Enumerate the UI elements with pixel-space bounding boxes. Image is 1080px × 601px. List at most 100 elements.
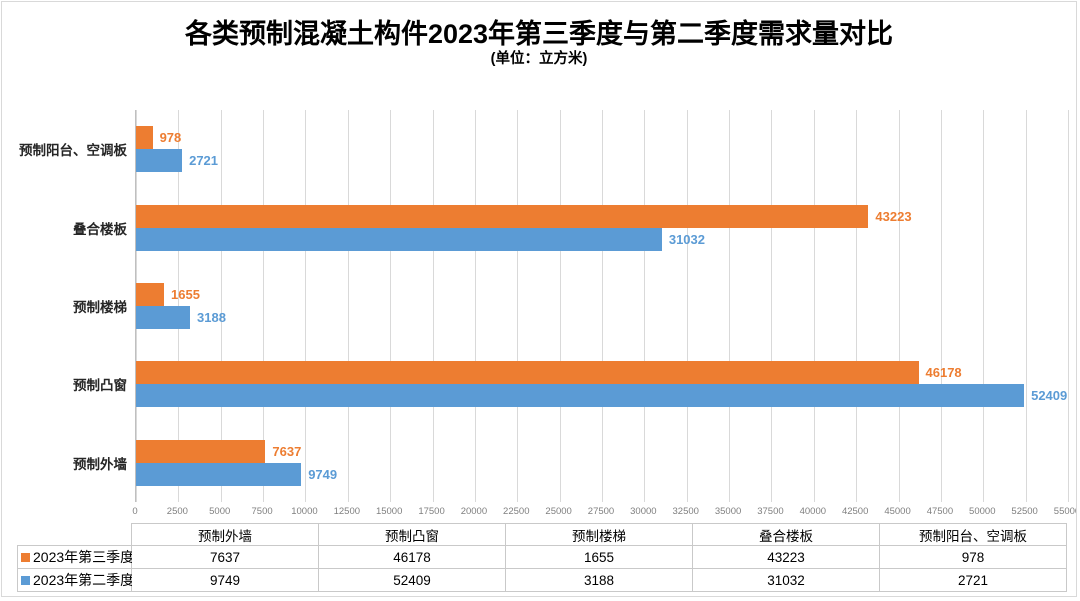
x-tick-label: 27500 — [587, 506, 615, 517]
series-name-text: 2023年第二季度 — [33, 572, 135, 588]
bar — [136, 227, 662, 251]
x-tick-label: 52500 — [1011, 506, 1038, 517]
table-value-cell: 43223 — [693, 546, 880, 569]
gridline — [771, 110, 773, 502]
table-header-cell: 预制楼梯 — [506, 523, 693, 546]
table-value-cell: 52409 — [319, 569, 506, 592]
bar-row: 31032 — [136, 227, 1068, 251]
x-tick-label: 47500 — [926, 506, 954, 517]
gridline — [1068, 110, 1069, 502]
legend-key-swatch — [21, 575, 30, 585]
bar-value-label: 43223 — [875, 208, 912, 224]
category-band: 1655 3188 — [136, 267, 1068, 345]
table-value-cell: 9749 — [132, 569, 319, 592]
x-tick-label: 42500 — [841, 506, 869, 517]
bar-value-label: 9749 — [308, 466, 338, 482]
table-series-label: 2023年第二季度 — [17, 569, 135, 592]
bar — [136, 384, 1025, 408]
bar — [136, 462, 302, 486]
chart-subtitle: (单位：立方米) — [490, 51, 588, 67]
table-header-cell: 预制外墙 — [132, 523, 319, 546]
x-tick-label: 5000 — [209, 506, 231, 517]
data-table: 预制外墙 预制凸窗 预制楼梯 叠合楼板 预制阳台、空调板 2023年第三季度 7637 461… — [17, 523, 1067, 592]
table-corner-cell — [17, 523, 132, 546]
x-tick-label: 17500 — [418, 506, 445, 517]
table-series-label: 2023年第三季度 — [17, 546, 135, 569]
bar-value-label: 1655 — [171, 287, 200, 303]
category-band: 7637 9749 — [136, 424, 1068, 502]
plot-area: 978 2721 43223 31032 1655 3188 46178 52409 7637 9… — [135, 110, 1069, 502]
category-band: 43223 31032 — [136, 188, 1068, 266]
gridline — [474, 110, 476, 502]
bar-row: 1655 — [136, 283, 1068, 307]
bar — [136, 439, 266, 463]
category-label: 预制阳台、空调板 — [19, 143, 127, 159]
x-tick-label: 25000 — [545, 506, 572, 517]
x-tick-label: 15000 — [375, 506, 403, 517]
table-header-cell: 叠合楼板 — [693, 523, 880, 546]
x-tick-label: 32500 — [672, 506, 699, 517]
bar-row: 52409 — [136, 384, 1068, 408]
bar-row: 978 — [136, 126, 1068, 150]
bar — [136, 204, 869, 228]
category-label: 预制凸窗 — [73, 378, 127, 394]
bar-row: 43223 — [136, 204, 1068, 228]
gridline — [432, 110, 434, 502]
gridline — [856, 110, 858, 502]
table-value-cell: 46178 — [319, 546, 506, 569]
gridline — [940, 110, 942, 502]
x-tick-label: 22500 — [503, 506, 530, 517]
bar-row: 46178 — [136, 361, 1068, 385]
gridline — [644, 110, 646, 502]
category-label: 预制外墙 — [73, 456, 127, 472]
category-labels: 预制阳台、空调板 叠合楼板 预制楼梯 预制凸窗 预制外墙 — [10, 110, 127, 502]
bar-value-label: 31032 — [668, 231, 705, 247]
gridline — [983, 110, 985, 502]
x-tick-label: 55000 — [1053, 506, 1076, 517]
gridline — [347, 110, 349, 502]
x-tick-label: 45000 — [884, 506, 911, 517]
x-tick-label: 20000 — [460, 506, 488, 517]
table-value-cell: 31032 — [693, 569, 880, 592]
chart-title: 各类预制混凝土构件2023年第三季度与第二季度需求量对比 — [184, 19, 894, 49]
category-label: 叠合楼板 — [73, 221, 127, 237]
gridline — [263, 110, 265, 502]
bar-value-label: 7637 — [272, 443, 302, 459]
x-tick-label: 40000 — [799, 506, 827, 517]
table-header-cell: 预制阳台、空调板 — [880, 523, 1067, 546]
gridline — [178, 110, 180, 502]
gridline — [813, 110, 815, 502]
bar-value-label: 3188 — [197, 310, 226, 326]
table-value-cell: 1655 — [506, 546, 693, 569]
bar-row: 7637 — [136, 439, 1068, 463]
x-axis: 0 2500 5000 7500 10000 12500 15000 17500 20000 22… — [132, 506, 1076, 520]
table-value-cell: 2721 — [880, 569, 1067, 592]
bars-container: 978 2721 43223 31032 1655 3188 46178 52409 7637 9… — [136, 110, 1068, 502]
x-tick-label: 7500 — [251, 506, 273, 517]
x-tick-label: 0 — [132, 506, 138, 517]
table-value-cell: 7637 — [132, 546, 319, 569]
bar — [136, 361, 919, 385]
table-value-cell: 978 — [880, 546, 1067, 569]
x-tick-label: 50000 — [969, 506, 996, 517]
gridline — [686, 110, 688, 502]
bar — [136, 283, 165, 307]
bar — [136, 126, 153, 150]
x-tick-label: 10000 — [291, 506, 318, 517]
bar-row: 9749 — [136, 462, 1068, 486]
series-name-text: 2023年第三季度 — [33, 549, 135, 565]
category-band: 46178 52409 — [136, 345, 1068, 423]
x-tick-label: 30000 — [630, 506, 657, 517]
gridline — [898, 110, 900, 502]
legend-key-swatch — [21, 552, 30, 562]
x-tick-label: 35000 — [714, 506, 742, 517]
bar-row: 2721 — [136, 149, 1068, 173]
bar-value-label: 2721 — [189, 153, 219, 169]
x-tick-label: 12500 — [333, 506, 361, 517]
gridline — [602, 110, 603, 502]
table-header-cell: 预制凸窗 — [319, 523, 506, 546]
bar — [136, 149, 183, 173]
gridline — [729, 110, 731, 502]
gridline — [220, 110, 222, 502]
